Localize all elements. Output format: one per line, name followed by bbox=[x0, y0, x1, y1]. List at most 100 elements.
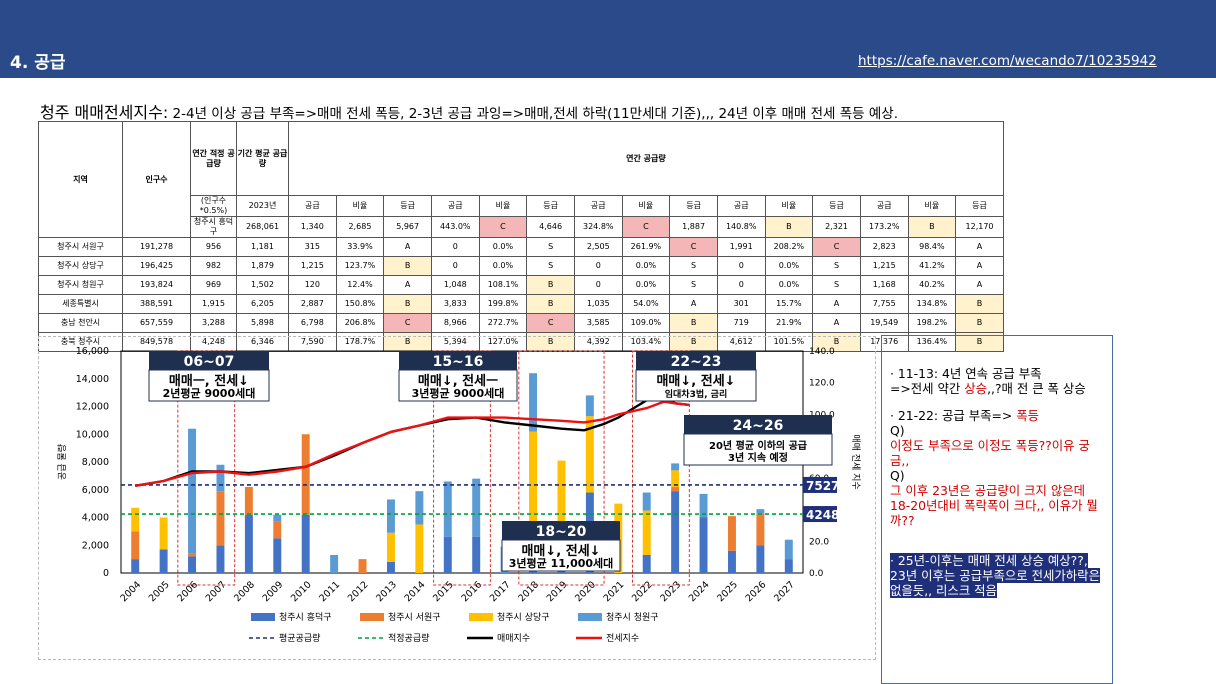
chart-svg: 0 2,000 4,000 6,000 8,000 10,000 12,000 14,000 1… bbox=[56, 346, 861, 644]
cell-region: 청주시 흥덕구 bbox=[190, 216, 237, 238]
bar bbox=[756, 513, 765, 546]
cell-grade: B bbox=[383, 256, 432, 276]
cell-supply: 1,048 bbox=[430, 275, 480, 295]
annotation-line2: 3년 지속 예정 bbox=[728, 451, 788, 464]
legend-label: 적정공급량 bbox=[388, 632, 429, 644]
bar bbox=[557, 460, 566, 557]
cell-supply: 4,646 bbox=[526, 216, 575, 238]
annotation-body bbox=[148, 369, 270, 402]
bar bbox=[642, 510, 651, 555]
bar bbox=[188, 428, 197, 554]
source-link[interactable]: https://cafe.naver.com/wecando7/10235942 bbox=[858, 53, 1157, 69]
legend-label: 전세지수 bbox=[606, 633, 639, 644]
cell-supply: 12,170 bbox=[955, 216, 1004, 238]
cell-supply: 2,505 bbox=[573, 237, 623, 257]
cell-appropriate: 1,915 bbox=[190, 294, 237, 314]
cell-grade: S bbox=[669, 256, 718, 276]
cell-grade: S bbox=[812, 275, 861, 295]
note-1c: 상승 bbox=[964, 381, 988, 396]
bar bbox=[131, 559, 140, 573]
subheader-supply: 공급 bbox=[288, 195, 337, 217]
cell-grade: A bbox=[955, 237, 1004, 257]
cell-supply: 3,833 bbox=[430, 294, 480, 314]
note-2: · 21-22: 공급 부족=> 폭등 bbox=[890, 408, 1104, 423]
bar bbox=[585, 395, 594, 417]
x-tick: 2012 bbox=[346, 579, 371, 604]
cell-grade: C bbox=[621, 216, 671, 238]
cell-region: 충남 천안시 bbox=[38, 313, 123, 333]
cell-supply: 0 bbox=[573, 275, 623, 295]
table-row: 청주시 청원구 193,824 969 1,502 120 12.4% A 1,048 108.… bbox=[38, 275, 1004, 295]
cell-supply: 301 bbox=[716, 294, 766, 314]
cell-appropriate: 969 bbox=[190, 275, 237, 295]
cell-population: 388,591 bbox=[122, 294, 191, 314]
cell-appropriate: 982 bbox=[190, 256, 237, 276]
cell-ratio: 324.8% bbox=[573, 216, 623, 238]
bar bbox=[188, 556, 197, 573]
x-tick: 2007 bbox=[204, 579, 229, 604]
cell-supply: 315 bbox=[288, 237, 337, 257]
cell-grade: B bbox=[955, 332, 1004, 352]
bar bbox=[727, 550, 736, 573]
question-2: Q) bbox=[890, 468, 905, 483]
y-right-tick: 120.0 bbox=[809, 379, 835, 389]
bar bbox=[699, 493, 708, 518]
annotation-head-box bbox=[149, 351, 269, 370]
annotation-head-box bbox=[684, 415, 832, 434]
cell-ratio: 98.4% bbox=[907, 237, 957, 257]
note-3: 이정도 부족으로 이정도 폭등??이유 궁금,, bbox=[890, 438, 1090, 468]
annotation-body bbox=[501, 539, 621, 572]
cell-population: 196,425 bbox=[122, 256, 191, 276]
cell-ratio: 0.0% bbox=[764, 275, 814, 295]
table-row: 충남 천안시 657,559 3,288 5,898 6,798 206.8% C 8,966… bbox=[38, 313, 1004, 333]
bar bbox=[131, 507, 140, 532]
cell-grade: A bbox=[383, 275, 432, 295]
legend-label: 평균공급량 bbox=[279, 632, 320, 644]
cell-ratio: 443.0% bbox=[430, 216, 480, 238]
bar bbox=[756, 509, 765, 514]
cell-grade: C bbox=[526, 313, 575, 333]
bar bbox=[585, 416, 594, 493]
header-region: 지역 bbox=[38, 121, 123, 238]
subheader-supply: 공급 bbox=[573, 195, 623, 217]
bar bbox=[671, 470, 680, 487]
annotation-line1: 20년 평균 이하의 공급 bbox=[709, 439, 807, 452]
cell-region: 청주시 청원구 bbox=[38, 275, 123, 295]
x-tick: 2018 bbox=[516, 579, 541, 604]
bar bbox=[671, 486, 680, 492]
cell-period-avg: 6,205 bbox=[236, 294, 289, 314]
x-tick: 2006 bbox=[175, 579, 200, 604]
bar bbox=[642, 554, 651, 573]
header-annual: 연간 공급량 bbox=[288, 121, 1004, 196]
bar bbox=[727, 516, 736, 551]
cell-ratio: 198.2% bbox=[907, 313, 957, 333]
legend-swatch bbox=[578, 613, 602, 621]
x-tick: 2013 bbox=[374, 579, 399, 604]
y-right-label: 매매 전세 지수 bbox=[850, 434, 861, 489]
bar bbox=[529, 373, 538, 432]
notes-panel: · 11-13: 4년 연속 공급 부족 =>전세 약간 상승,,?매 전 큰 … bbox=[881, 335, 1113, 684]
note-5-text: · 25년-이후는 매매 전세 상승 예상??, 23년 이후는 공급부족으로 … bbox=[890, 553, 1100, 598]
cell-period-avg: 1,502 bbox=[236, 275, 289, 295]
cell-population: 268,061 bbox=[236, 216, 289, 238]
cell-supply: 0 bbox=[430, 256, 480, 276]
cell-supply: 8,966 bbox=[430, 313, 480, 333]
annotation-head: 22~23 bbox=[671, 354, 722, 370]
heading: 청주 매매전세지수: 2-4년 이상 공급 부족=>매매 전세 폭등, 2-3년… bbox=[40, 99, 898, 123]
subheader-supply: 공급 bbox=[430, 195, 480, 217]
x-tick: 2008 bbox=[232, 579, 257, 604]
cell-ratio: 261.9% bbox=[621, 237, 671, 257]
legend-swatch bbox=[469, 613, 493, 621]
y-left-tick: 4,000 bbox=[82, 513, 109, 524]
bar bbox=[671, 491, 680, 573]
cell-grade: A bbox=[955, 275, 1004, 295]
ref-line-tag bbox=[803, 506, 837, 523]
bar bbox=[443, 481, 452, 537]
bar bbox=[529, 431, 538, 529]
supply-index-chart: 0 2,000 4,000 6,000 8,000 10,000 12,000 14,000 1… bbox=[38, 336, 876, 660]
ref-line-value: 4248 bbox=[806, 508, 839, 522]
bar bbox=[358, 559, 367, 573]
annotation-body bbox=[683, 433, 833, 466]
annotation-line1: 매매↓, 전세ㅡ bbox=[418, 373, 498, 389]
y-right-tick: 20.0 bbox=[809, 537, 829, 547]
